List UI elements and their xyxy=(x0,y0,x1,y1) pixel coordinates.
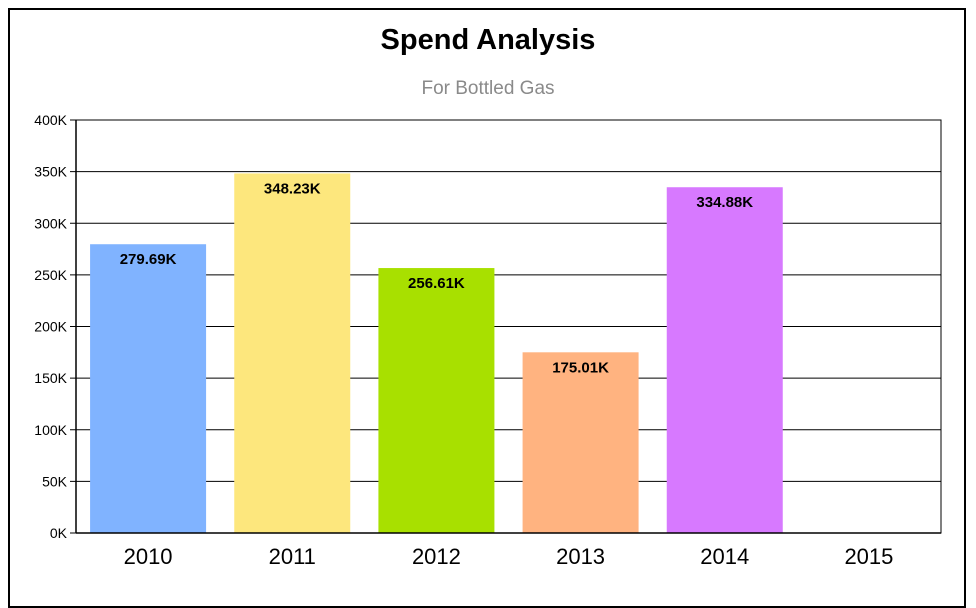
x-tick-label-2011: 2011 xyxy=(269,544,316,569)
y-tick-label: 200K xyxy=(34,319,67,335)
x-tick-label-2012: 2012 xyxy=(412,544,461,569)
data-label-2014: 334.88K xyxy=(696,194,753,211)
bar-2014 xyxy=(666,187,783,534)
y-tick-label: 0K xyxy=(50,525,68,541)
bar-2011 xyxy=(234,173,351,534)
axes xyxy=(75,120,941,534)
chart-subtitle: For Bottled Gas xyxy=(421,78,555,99)
data-label-2013: 175.01K xyxy=(552,359,609,376)
bar-chart: 0K 50K 100K 150K 200K 250K 300K 350K 400K 279.69K… xyxy=(34,112,942,569)
labels: 0K 50K 100K 150K 200K 250K 300K 350K 400K 279.69K… xyxy=(34,112,893,569)
gridlines xyxy=(70,119,942,534)
y-tick-label: 50K xyxy=(42,473,68,489)
y-tick-label: 350K xyxy=(34,164,67,180)
x-tick-label-2013: 2013 xyxy=(556,544,605,569)
x-tick-label-2014: 2014 xyxy=(700,544,749,569)
data-label-2010: 279.69K xyxy=(120,251,177,268)
y-tick-label: 100K xyxy=(34,422,67,438)
y-tick-label: 250K xyxy=(34,267,67,283)
y-tick-label: 300K xyxy=(34,215,67,231)
chart-title: Spend Analysis xyxy=(380,24,596,56)
bar-2012 xyxy=(378,268,495,533)
x-tick-label-2015: 2015 xyxy=(844,544,893,569)
bar-2010 xyxy=(90,244,207,533)
data-label-2012: 256.61K xyxy=(408,275,465,292)
bar-2013 xyxy=(522,352,639,533)
y-tick-label: 150K xyxy=(34,370,67,386)
y-tick-label: 400K xyxy=(34,112,67,128)
x-tick-label-2010: 2010 xyxy=(124,544,173,569)
data-label-2011: 348.23K xyxy=(264,180,321,197)
bars xyxy=(90,173,783,534)
